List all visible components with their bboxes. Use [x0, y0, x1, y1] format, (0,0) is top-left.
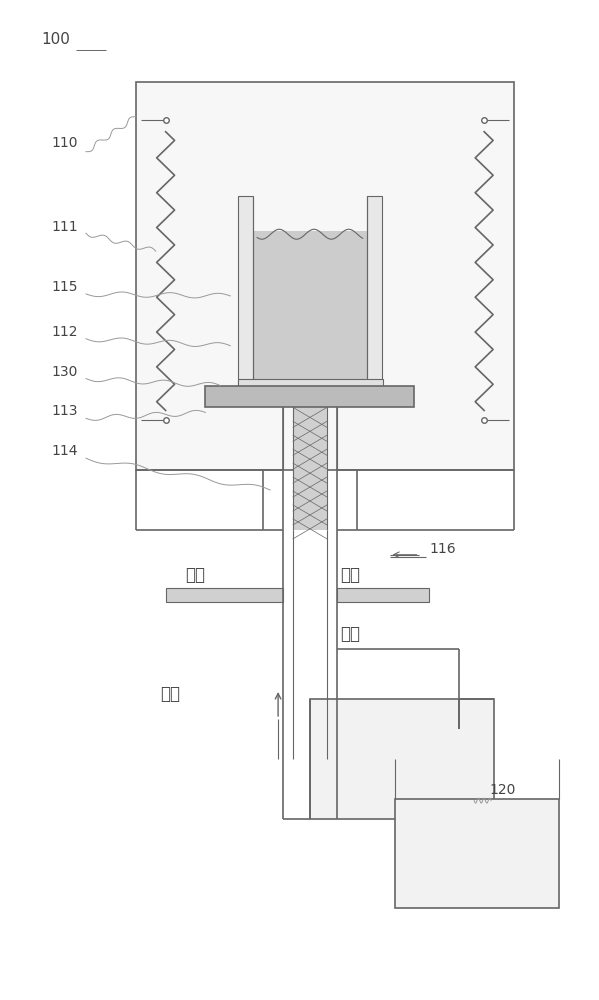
Bar [238, 379, 383, 391]
Text: 115: 115 [51, 280, 78, 294]
Bar [310, 699, 494, 819]
Text: 进水: 进水 [340, 566, 360, 584]
Bar [205, 386, 415, 407]
Text: 114: 114 [51, 444, 78, 458]
Text: 120: 120 [489, 783, 516, 797]
Text: 100: 100 [41, 32, 70, 47]
Bar [166, 588, 283, 602]
Bar [238, 196, 253, 391]
Polygon shape [293, 407, 327, 530]
Text: 111: 111 [51, 220, 78, 234]
Bar [136, 82, 514, 470]
Bar [337, 588, 429, 602]
Text: 130: 130 [51, 365, 77, 379]
Bar [395, 799, 559, 908]
Text: 出氣: 出氣 [340, 625, 360, 643]
Text: 110: 110 [51, 136, 78, 150]
Text: 112: 112 [51, 325, 78, 339]
Text: 出水: 出水 [186, 566, 205, 584]
Bar [253, 231, 368, 379]
Text: 113: 113 [51, 404, 78, 418]
Bar [367, 196, 382, 391]
Text: 进氣: 进氣 [161, 685, 181, 703]
Text: 116: 116 [429, 542, 456, 556]
